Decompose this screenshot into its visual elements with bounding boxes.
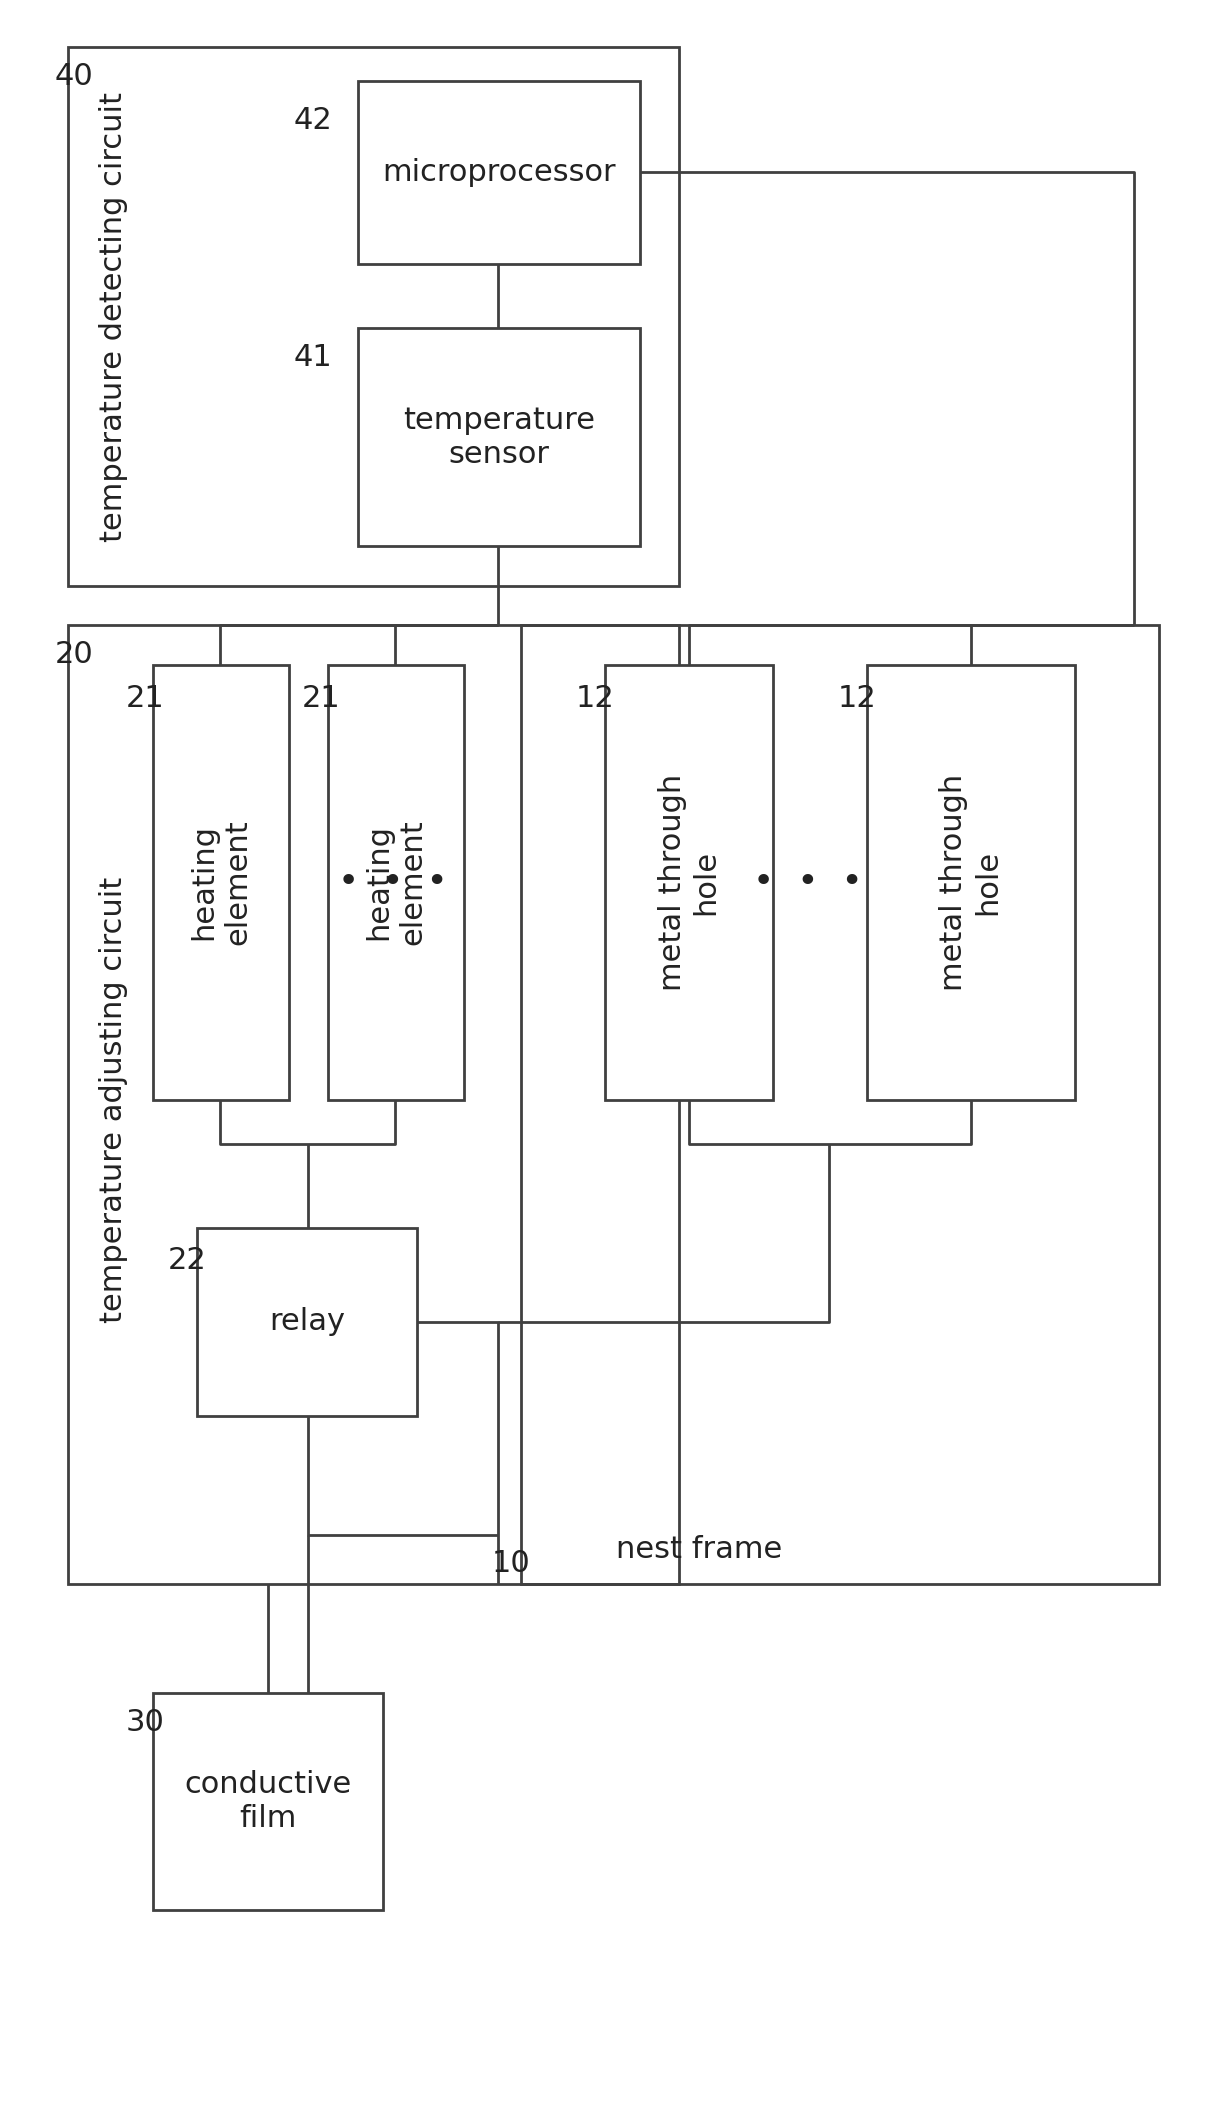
Text: metal through
hole: metal through hole xyxy=(940,773,1002,991)
Text: 10: 10 xyxy=(491,1550,530,1577)
Text: 12: 12 xyxy=(575,684,614,713)
Bar xyxy=(329,664,463,1100)
Text: temperature detecting circuit: temperature detecting circuit xyxy=(99,91,129,541)
Text: •  •  •: • • • xyxy=(753,864,862,898)
Bar xyxy=(68,47,679,586)
Text: 30: 30 xyxy=(126,1707,165,1737)
Text: 22: 22 xyxy=(169,1246,207,1276)
Text: temperature
sensor: temperature sensor xyxy=(403,405,594,469)
Text: 20: 20 xyxy=(55,639,93,669)
Bar xyxy=(358,329,639,546)
Bar xyxy=(153,664,289,1100)
Text: relay: relay xyxy=(269,1308,344,1337)
Bar xyxy=(867,664,1075,1100)
Text: 21: 21 xyxy=(302,684,341,713)
Text: heating
element: heating element xyxy=(189,819,252,945)
Text: 41: 41 xyxy=(294,344,332,372)
Text: metal through
hole: metal through hole xyxy=(657,773,721,991)
Bar xyxy=(605,664,773,1100)
Text: temperature adjusting circuit: temperature adjusting circuit xyxy=(99,877,129,1323)
Bar xyxy=(522,624,1158,1584)
Text: microprocessor: microprocessor xyxy=(382,159,615,187)
Text: 40: 40 xyxy=(55,62,93,91)
Text: heating
element: heating element xyxy=(365,819,427,945)
Text: •  •  •: • • • xyxy=(337,864,448,898)
Bar xyxy=(153,1692,382,1911)
Text: 42: 42 xyxy=(294,106,332,136)
Text: conductive
film: conductive film xyxy=(184,1771,352,1832)
Bar xyxy=(358,81,639,263)
Text: 12: 12 xyxy=(837,684,876,713)
Bar xyxy=(197,1227,417,1416)
Text: 21: 21 xyxy=(126,684,164,713)
Bar xyxy=(68,624,679,1584)
Text: nest frame: nest frame xyxy=(616,1535,782,1565)
